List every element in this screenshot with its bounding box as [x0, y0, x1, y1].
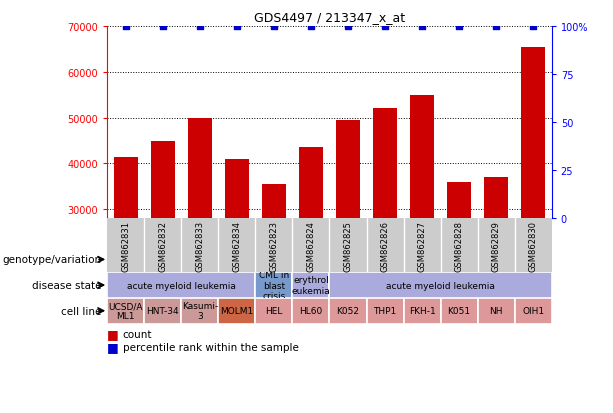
Bar: [218, 298, 256, 324]
Bar: [373, 109, 397, 347]
Text: OIH1: OIH1: [522, 306, 544, 316]
Text: GSM862832: GSM862832: [158, 220, 167, 271]
Bar: [107, 247, 256, 273]
Bar: [484, 178, 508, 347]
Point: [343, 24, 353, 30]
Point: [417, 24, 427, 30]
Bar: [292, 298, 330, 324]
Text: HNT-34: HNT-34: [147, 306, 179, 316]
Bar: [256, 273, 292, 298]
Text: cell line: cell line: [61, 306, 101, 316]
Text: percentile rank within the sample: percentile rank within the sample: [123, 342, 299, 352]
Text: THP1: THP1: [373, 306, 397, 316]
Text: EVI1 low: EVI1 low: [384, 255, 423, 264]
Text: GSM862826: GSM862826: [381, 220, 389, 271]
Text: GSM862825: GSM862825: [343, 221, 352, 271]
Bar: [330, 298, 367, 324]
Bar: [330, 273, 552, 298]
Text: disease state: disease state: [32, 280, 101, 290]
Bar: [299, 148, 323, 347]
Bar: [151, 142, 175, 347]
Point: [195, 24, 205, 30]
Text: GSM862834: GSM862834: [232, 220, 242, 271]
Text: ■: ■: [107, 328, 119, 341]
Point: [158, 24, 168, 30]
Bar: [367, 298, 403, 324]
Point: [232, 24, 242, 30]
Point: [380, 24, 390, 30]
Bar: [410, 95, 434, 347]
Bar: [403, 298, 441, 324]
Text: K052: K052: [337, 306, 359, 316]
Text: GSM862828: GSM862828: [455, 220, 463, 271]
Text: HL60: HL60: [299, 306, 322, 316]
Bar: [292, 273, 330, 298]
Bar: [262, 185, 286, 347]
Bar: [336, 121, 360, 347]
Bar: [515, 298, 552, 324]
Text: UCSD/A
ML1: UCSD/A ML1: [109, 301, 143, 320]
Bar: [188, 118, 212, 347]
Text: GSM862833: GSM862833: [196, 220, 204, 271]
Text: genotype/variation: genotype/variation: [2, 255, 101, 265]
Bar: [144, 298, 181, 324]
Bar: [225, 159, 249, 347]
Text: Kasumi-
3: Kasumi- 3: [181, 301, 218, 320]
Text: erythrol
eukemia: erythrol eukemia: [292, 276, 330, 295]
Text: EVI1 high: EVI1 high: [160, 255, 203, 264]
Bar: [441, 298, 478, 324]
Text: K051: K051: [447, 306, 471, 316]
Text: GSM862824: GSM862824: [306, 221, 316, 271]
Text: GSM862823: GSM862823: [270, 220, 278, 271]
Text: GSM862830: GSM862830: [528, 220, 538, 271]
Point: [306, 24, 316, 30]
Bar: [521, 47, 545, 347]
Title: GDS4497 / 213347_x_at: GDS4497 / 213347_x_at: [254, 11, 405, 24]
Bar: [256, 247, 552, 273]
Point: [528, 24, 538, 30]
Text: acute myeloid leukemia: acute myeloid leukemia: [386, 281, 495, 290]
Text: HEL: HEL: [265, 306, 283, 316]
Text: count: count: [123, 329, 152, 339]
Text: NH: NH: [489, 306, 503, 316]
Bar: [107, 298, 144, 324]
Bar: [256, 298, 292, 324]
Text: GSM862831: GSM862831: [121, 220, 131, 271]
Point: [269, 24, 279, 30]
Text: GSM862829: GSM862829: [492, 221, 501, 271]
Bar: [114, 157, 138, 347]
Bar: [107, 273, 256, 298]
Text: FKH-1: FKH-1: [409, 306, 435, 316]
Bar: [478, 298, 515, 324]
Text: CML in
blast
crisis: CML in blast crisis: [259, 271, 289, 300]
Text: ■: ■: [107, 340, 119, 354]
Bar: [181, 298, 218, 324]
Text: MOLM1: MOLM1: [220, 306, 254, 316]
Text: GSM862827: GSM862827: [417, 220, 427, 271]
Text: acute myeloid leukemia: acute myeloid leukemia: [127, 281, 236, 290]
Point: [454, 24, 464, 30]
Bar: [447, 182, 471, 347]
Point: [121, 24, 131, 30]
Point: [491, 24, 501, 30]
